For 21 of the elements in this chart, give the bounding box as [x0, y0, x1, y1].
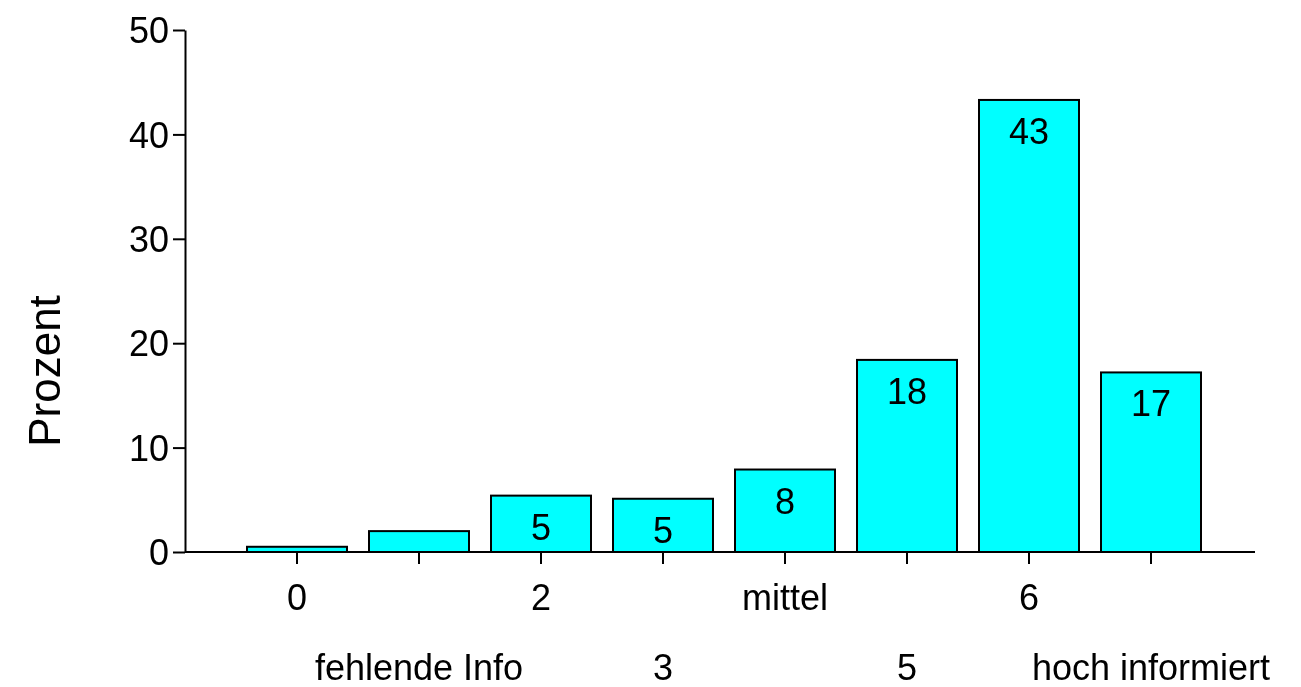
data-label: 8	[774, 480, 796, 522]
y-tick-label: 10	[128, 427, 169, 469]
y-tick-label: 50	[128, 10, 169, 52]
x-tick-label: mittel	[741, 577, 829, 618]
x-tick-label: 3	[652, 647, 674, 687]
y-tick-label: 20	[128, 323, 169, 365]
data-label: 43	[1008, 110, 1050, 152]
data-label: 17	[1130, 383, 1172, 425]
data-label: 5	[652, 509, 674, 551]
x-tick-label: hoch informiert	[1031, 647, 1271, 687]
x-tick-label: 0	[286, 577, 308, 618]
y-tick-label: 0	[148, 532, 169, 574]
data-label: 5	[530, 506, 552, 548]
x-tick-label: 6	[1018, 577, 1040, 618]
data-label: 18	[886, 370, 928, 412]
y-tick-label: 30	[128, 218, 169, 260]
y-tick-label: 40	[128, 114, 169, 156]
x-tick-label: 5	[896, 647, 918, 687]
y-axis-title: Prozent	[20, 295, 69, 447]
x-tick-label: fehlende Info	[314, 647, 524, 687]
x-tick-label: 2	[530, 577, 552, 618]
